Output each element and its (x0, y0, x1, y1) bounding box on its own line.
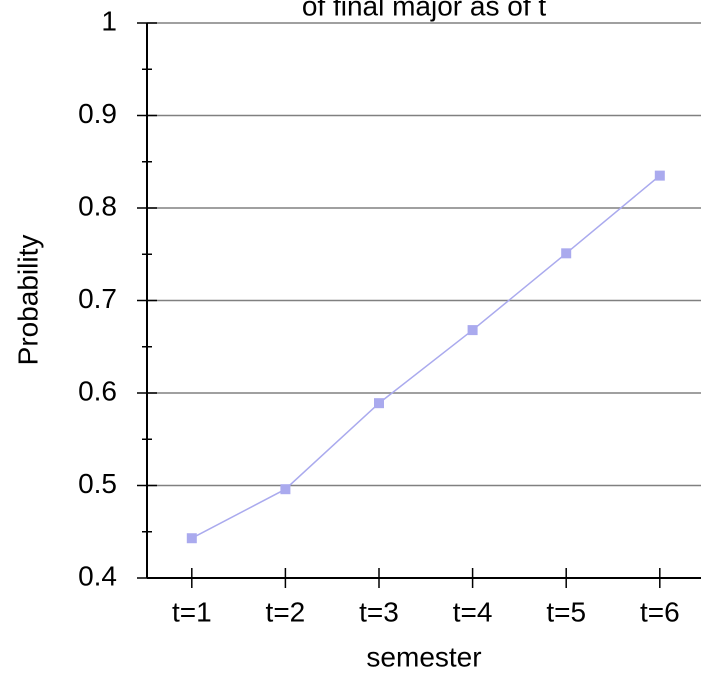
x-tick-label: t=6 (640, 596, 680, 627)
x-tick-label: t=1 (172, 596, 212, 627)
y-axis-label: Probability (12, 235, 43, 366)
x-tick-label: t=4 (453, 596, 493, 627)
x-axis-label: semester (366, 641, 481, 672)
point-marker (186, 533, 197, 544)
point-marker (374, 398, 384, 409)
series-line (191, 175, 661, 539)
y-tick-label: 0.7 (78, 283, 117, 314)
y-tick-label: 0.8 (78, 190, 117, 221)
y-tick-label: 1 (101, 5, 117, 36)
x-tick-label: t=3 (359, 596, 399, 627)
y-tick-label: 0.6 (78, 375, 117, 406)
x-tick-label: t=2 (266, 596, 306, 627)
point-marker (280, 484, 291, 495)
point-marker (561, 248, 572, 259)
chart-title: of final major as of t (302, 0, 547, 21)
x-tick-label: t=5 (546, 596, 586, 627)
y-tick-label: 0.9 (78, 98, 117, 129)
point-marker (654, 170, 665, 181)
y-tick-label: 0.5 (78, 468, 117, 499)
y-tick-label: 0.4 (78, 560, 117, 591)
point-marker (467, 325, 478, 336)
